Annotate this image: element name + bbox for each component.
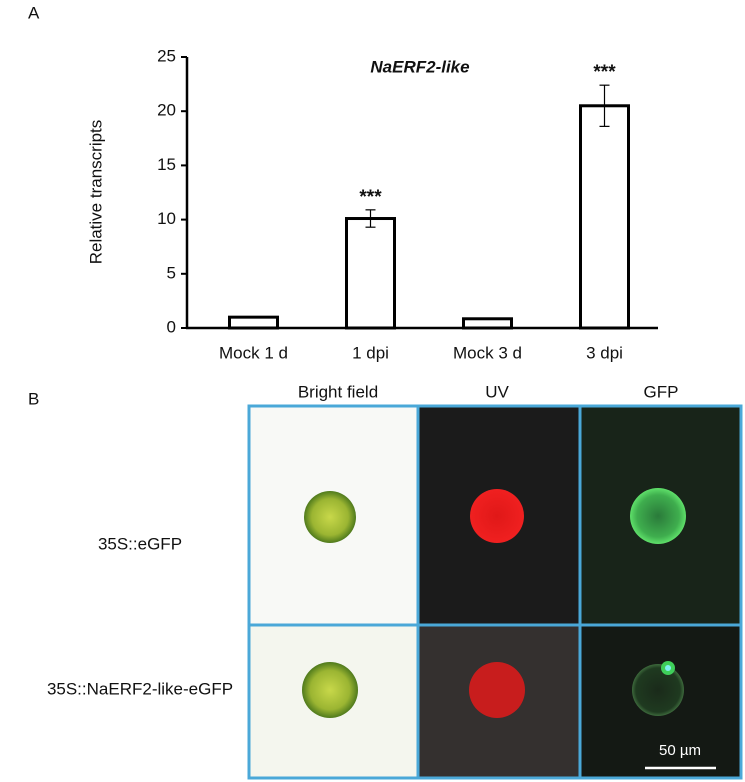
significance-label: *** [359,187,382,208]
scale-bar-label: 50 µm [659,742,701,759]
bar [345,217,396,330]
panel-label: B [28,389,39,408]
bar [462,317,513,330]
x-tick-label: Mock 1 d [219,343,288,362]
y-tick-label: 25 [157,46,176,65]
column-header: UV [485,382,509,401]
image-grid [247,404,743,780]
row-label: 35S::NaERF2-like-eGFP [47,679,233,698]
y-tick-label: 0 [167,317,176,336]
column-header: Bright field [298,382,378,401]
x-tick-label: Mock 3 d [453,343,522,362]
error-bar [482,317,493,320]
error-bar [599,84,610,127]
bar [228,315,279,330]
y-tick-label: 10 [157,209,176,228]
significance-label: *** [593,62,616,83]
bar [579,104,630,330]
error-bar [365,209,376,228]
chart-title: NaERF2-like [370,57,469,76]
column-header: GFP [644,382,679,401]
y-tick-label: 5 [167,263,176,282]
x-tick-label: 1 dpi [352,343,389,362]
x-tick-label: 3 dpi [586,343,623,362]
y-axis-label: Relative transcripts [86,120,105,265]
y-tick-label: 20 [157,101,176,120]
panel-label: A [28,3,40,22]
error-bar [248,316,259,319]
y-tick-label: 15 [157,155,176,174]
row-label: 35S::eGFP [98,534,182,553]
